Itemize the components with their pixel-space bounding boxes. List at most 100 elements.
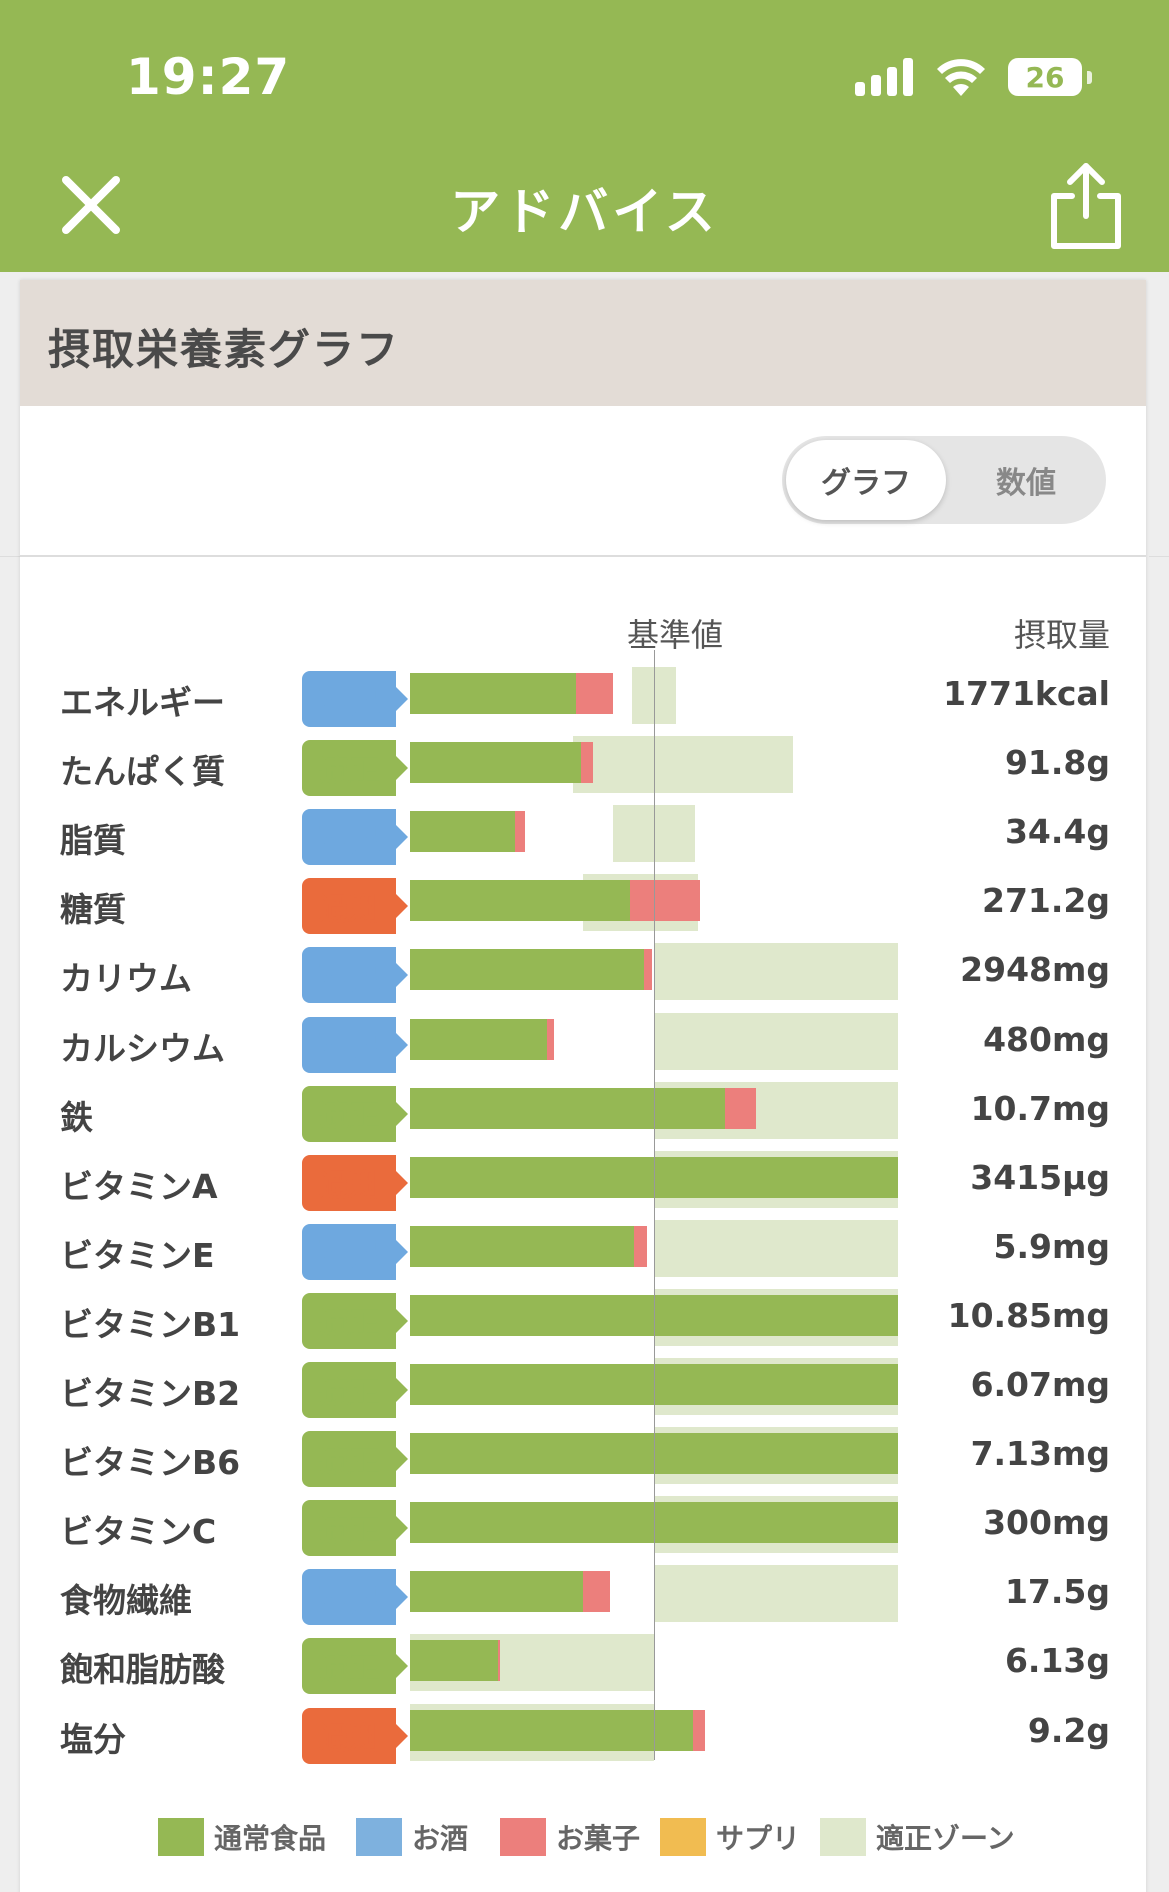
status-badge: 不足 (302, 671, 408, 727)
nutrient-row: たんぱく質 適正 91.8g (20, 735, 1146, 804)
intake-amount: 5.9mg (993, 1226, 1110, 1266)
legend-swatch (158, 1818, 204, 1856)
bar-sweets (629, 880, 701, 922)
nutrient-name: ビタミンB6 (60, 1443, 241, 1483)
status-badge: 適正 (302, 740, 408, 797)
intake-amount: 271.2g (981, 881, 1110, 921)
bar-sweets (580, 742, 593, 784)
proper-zone (654, 1012, 898, 1070)
bar-sweets (583, 1571, 611, 1613)
nutrient-name: ビタミンE (60, 1235, 215, 1275)
legend-label: サプリ (716, 1822, 801, 1855)
bar-sweets (575, 673, 613, 714)
bar-normal-food (410, 949, 645, 991)
proper-zone (632, 667, 676, 724)
nutrient-name: 脂質 (60, 821, 126, 861)
battery-icon: 26 (1008, 58, 1092, 96)
bar-sweets (634, 1225, 647, 1267)
intake-amount: 17.5g (1004, 1572, 1110, 1612)
bar-normal-food (410, 1225, 635, 1267)
battery-level: 26 (1008, 58, 1082, 96)
bar-sweets (514, 811, 525, 853)
status-badge: 過剰 (302, 1707, 408, 1764)
close-button[interactable] (58, 172, 124, 238)
bar-sweets (724, 1087, 757, 1129)
intake-amount: 3415μg (970, 1157, 1110, 1197)
status-time: 19:27 (126, 48, 291, 106)
share-button[interactable] (1048, 160, 1124, 252)
nutrient-name: たんぱく質 (60, 752, 225, 792)
nutrient-row: 食物繊維 不足 17.5g (20, 1564, 1146, 1633)
nutrient-row: エネルギー 不足 1771kcal (20, 666, 1146, 735)
bar-normal-food (410, 673, 576, 714)
legend-item: 通常食品 (158, 1812, 326, 1862)
nutrient-name: エネルギー (60, 683, 225, 722)
status-badge: 不足 (302, 1223, 408, 1280)
proper-zone (654, 943, 898, 1001)
legend-item: 適正ゾーン (820, 1812, 1015, 1862)
legend-label: お酒 (412, 1822, 469, 1855)
legend: 通常食品 お酒 お菓子 サプリ 適正ゾーン (20, 1812, 1146, 1862)
legend-swatch (500, 1818, 546, 1856)
legend-item: お酒 (356, 1812, 468, 1862)
nutrient-name: 食物繊維 (60, 1581, 192, 1621)
nutrient-row: 鉄 適正 10.7mg (20, 1081, 1146, 1150)
status-badge: 不足 (302, 809, 408, 866)
proper-zone (654, 1219, 898, 1277)
intake-amount: 91.8g (1004, 743, 1110, 783)
nutrient-name: ビタミンA (60, 1166, 218, 1206)
share-icon (1051, 163, 1121, 249)
intake-amount: 1771kcal (943, 674, 1110, 713)
view-toggle[interactable]: 数値 グラフ (782, 436, 1106, 524)
nutrient-name: カルシウム (60, 1028, 225, 1068)
nutrient-row: 脂質 不足 34.4g (20, 804, 1146, 873)
nutrient-name: 鉄 (60, 1097, 93, 1137)
proper-zone (573, 736, 794, 794)
intake-amount: 10.7mg (970, 1088, 1110, 1128)
status-badge: 過剰 (302, 878, 408, 935)
legend-item: サプリ (660, 1812, 800, 1862)
nutrient-row: カルシウム 不足 480mg (20, 1012, 1146, 1081)
nutrient-row: ビタミンE 不足 5.9mg (20, 1219, 1146, 1288)
status-badge: 適正 (302, 1638, 408, 1695)
close-icon (62, 176, 120, 234)
nutrient-name: ビタミンB1 (60, 1304, 241, 1344)
legend-item: お菓子 (500, 1812, 640, 1862)
nutrient-graph-card: 摂取栄養素グラフ 数値 グラフ 基準値 摂取量 エネルギー 不足 1771kcal た… (20, 280, 1146, 1892)
standard-value-line (654, 650, 655, 1760)
bar-normal-food (410, 1018, 547, 1060)
column-header-standard: 基準値 (626, 616, 723, 654)
nutrient-name: 塩分 (60, 1719, 126, 1759)
nutrient-name: ビタミンC (60, 1512, 217, 1552)
nutrient-row: 塩分 過剰 9.2g (20, 1703, 1146, 1772)
bar-normal-food (410, 1709, 694, 1751)
status-badge: 適正 (302, 1362, 408, 1418)
intake-amount: 480mg (983, 1019, 1110, 1059)
bar-sweets (497, 1640, 501, 1682)
nutrient-row: 糖質 過剰 271.2g (20, 873, 1146, 942)
bar-sweets (644, 949, 652, 991)
card-title: 摂取栄養素グラフ (48, 325, 401, 374)
toggle-graph[interactable]: グラフ (786, 440, 946, 520)
nutrient-row: ビタミンA 過剰 3415μg (20, 1150, 1146, 1219)
proper-zone (612, 805, 696, 863)
legend-swatch (660, 1818, 706, 1856)
divider-left (0, 556, 20, 557)
status-badge: 適正 (302, 1500, 408, 1557)
status-badge: 不足 (302, 947, 408, 1004)
legend-swatch (820, 1818, 866, 1856)
intake-amount: 6.07mg (970, 1365, 1110, 1404)
status-badge: 不足 (302, 1016, 408, 1073)
intake-amount: 9.2g (1027, 1710, 1110, 1750)
intake-amount: 7.13mg (970, 1434, 1110, 1474)
legend-swatch (356, 1818, 402, 1856)
page-title: アドバイス (450, 183, 719, 241)
status-badge: 適正 (302, 1292, 408, 1349)
status-badge: 適正 (302, 1431, 408, 1488)
bar-normal-food (410, 1571, 584, 1613)
nutrient-row: カリウム 不足 2948mg (20, 942, 1146, 1011)
status-badge: 適正 (302, 1085, 408, 1142)
top-bar: 19:27 26 アドバイス (0, 0, 1169, 272)
nutrient-row: ビタミンB2 適正 6.07mg (20, 1357, 1146, 1426)
toggle-values[interactable]: 数値 (996, 466, 1056, 501)
